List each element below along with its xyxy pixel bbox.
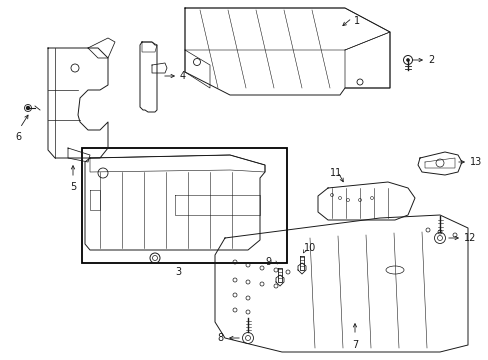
Text: 11: 11 bbox=[329, 168, 342, 178]
Text: 7: 7 bbox=[351, 340, 357, 350]
Text: 13: 13 bbox=[469, 157, 481, 167]
Text: 6: 6 bbox=[15, 132, 21, 142]
Text: 3: 3 bbox=[175, 267, 181, 277]
Text: 2: 2 bbox=[427, 55, 433, 65]
Text: 4: 4 bbox=[180, 71, 186, 81]
Text: 8: 8 bbox=[218, 333, 224, 343]
Circle shape bbox=[26, 107, 29, 109]
Text: 1: 1 bbox=[353, 16, 359, 26]
Text: 5: 5 bbox=[70, 182, 76, 192]
Text: 9: 9 bbox=[265, 257, 271, 267]
Bar bbox=[82, 148, 286, 263]
Text: 12: 12 bbox=[463, 233, 475, 243]
Circle shape bbox=[406, 59, 408, 62]
Text: 10: 10 bbox=[304, 243, 316, 253]
